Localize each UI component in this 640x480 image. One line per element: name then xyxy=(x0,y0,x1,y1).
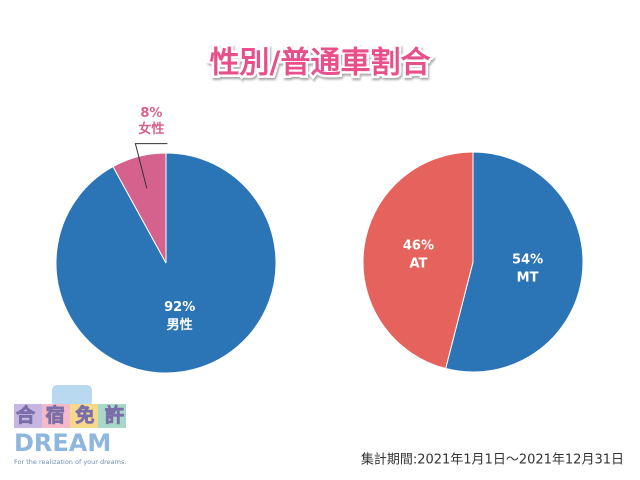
pie-slice xyxy=(445,151,584,373)
logo-tagline: For the realization of your dreams. xyxy=(14,458,126,466)
value-label: 8% xyxy=(140,106,162,121)
logo-brand: DREAM xyxy=(14,429,111,457)
logo-tile xyxy=(42,404,70,428)
logo-car xyxy=(52,385,92,407)
leader-line xyxy=(134,143,168,189)
pie-slice xyxy=(362,151,474,370)
logo-tile xyxy=(98,404,126,428)
category-label: AT xyxy=(409,257,427,272)
logo: 合宿免許 DREAM For the realization of your d… xyxy=(14,385,126,466)
page-title: 性別/普通車割合 xyxy=(210,46,431,81)
value-label: 54% xyxy=(512,252,543,267)
category-label: MT xyxy=(517,270,539,285)
logo-tile xyxy=(14,404,42,428)
footnote: 集計期間:2021年1月1日〜2021年12月31日 xyxy=(361,452,624,468)
logo-tile xyxy=(70,404,98,428)
category-label: 男性 xyxy=(167,317,193,333)
value-label: 92% xyxy=(164,300,195,315)
category-label: 女性 xyxy=(138,121,164,137)
value-label: 46% xyxy=(403,239,434,254)
